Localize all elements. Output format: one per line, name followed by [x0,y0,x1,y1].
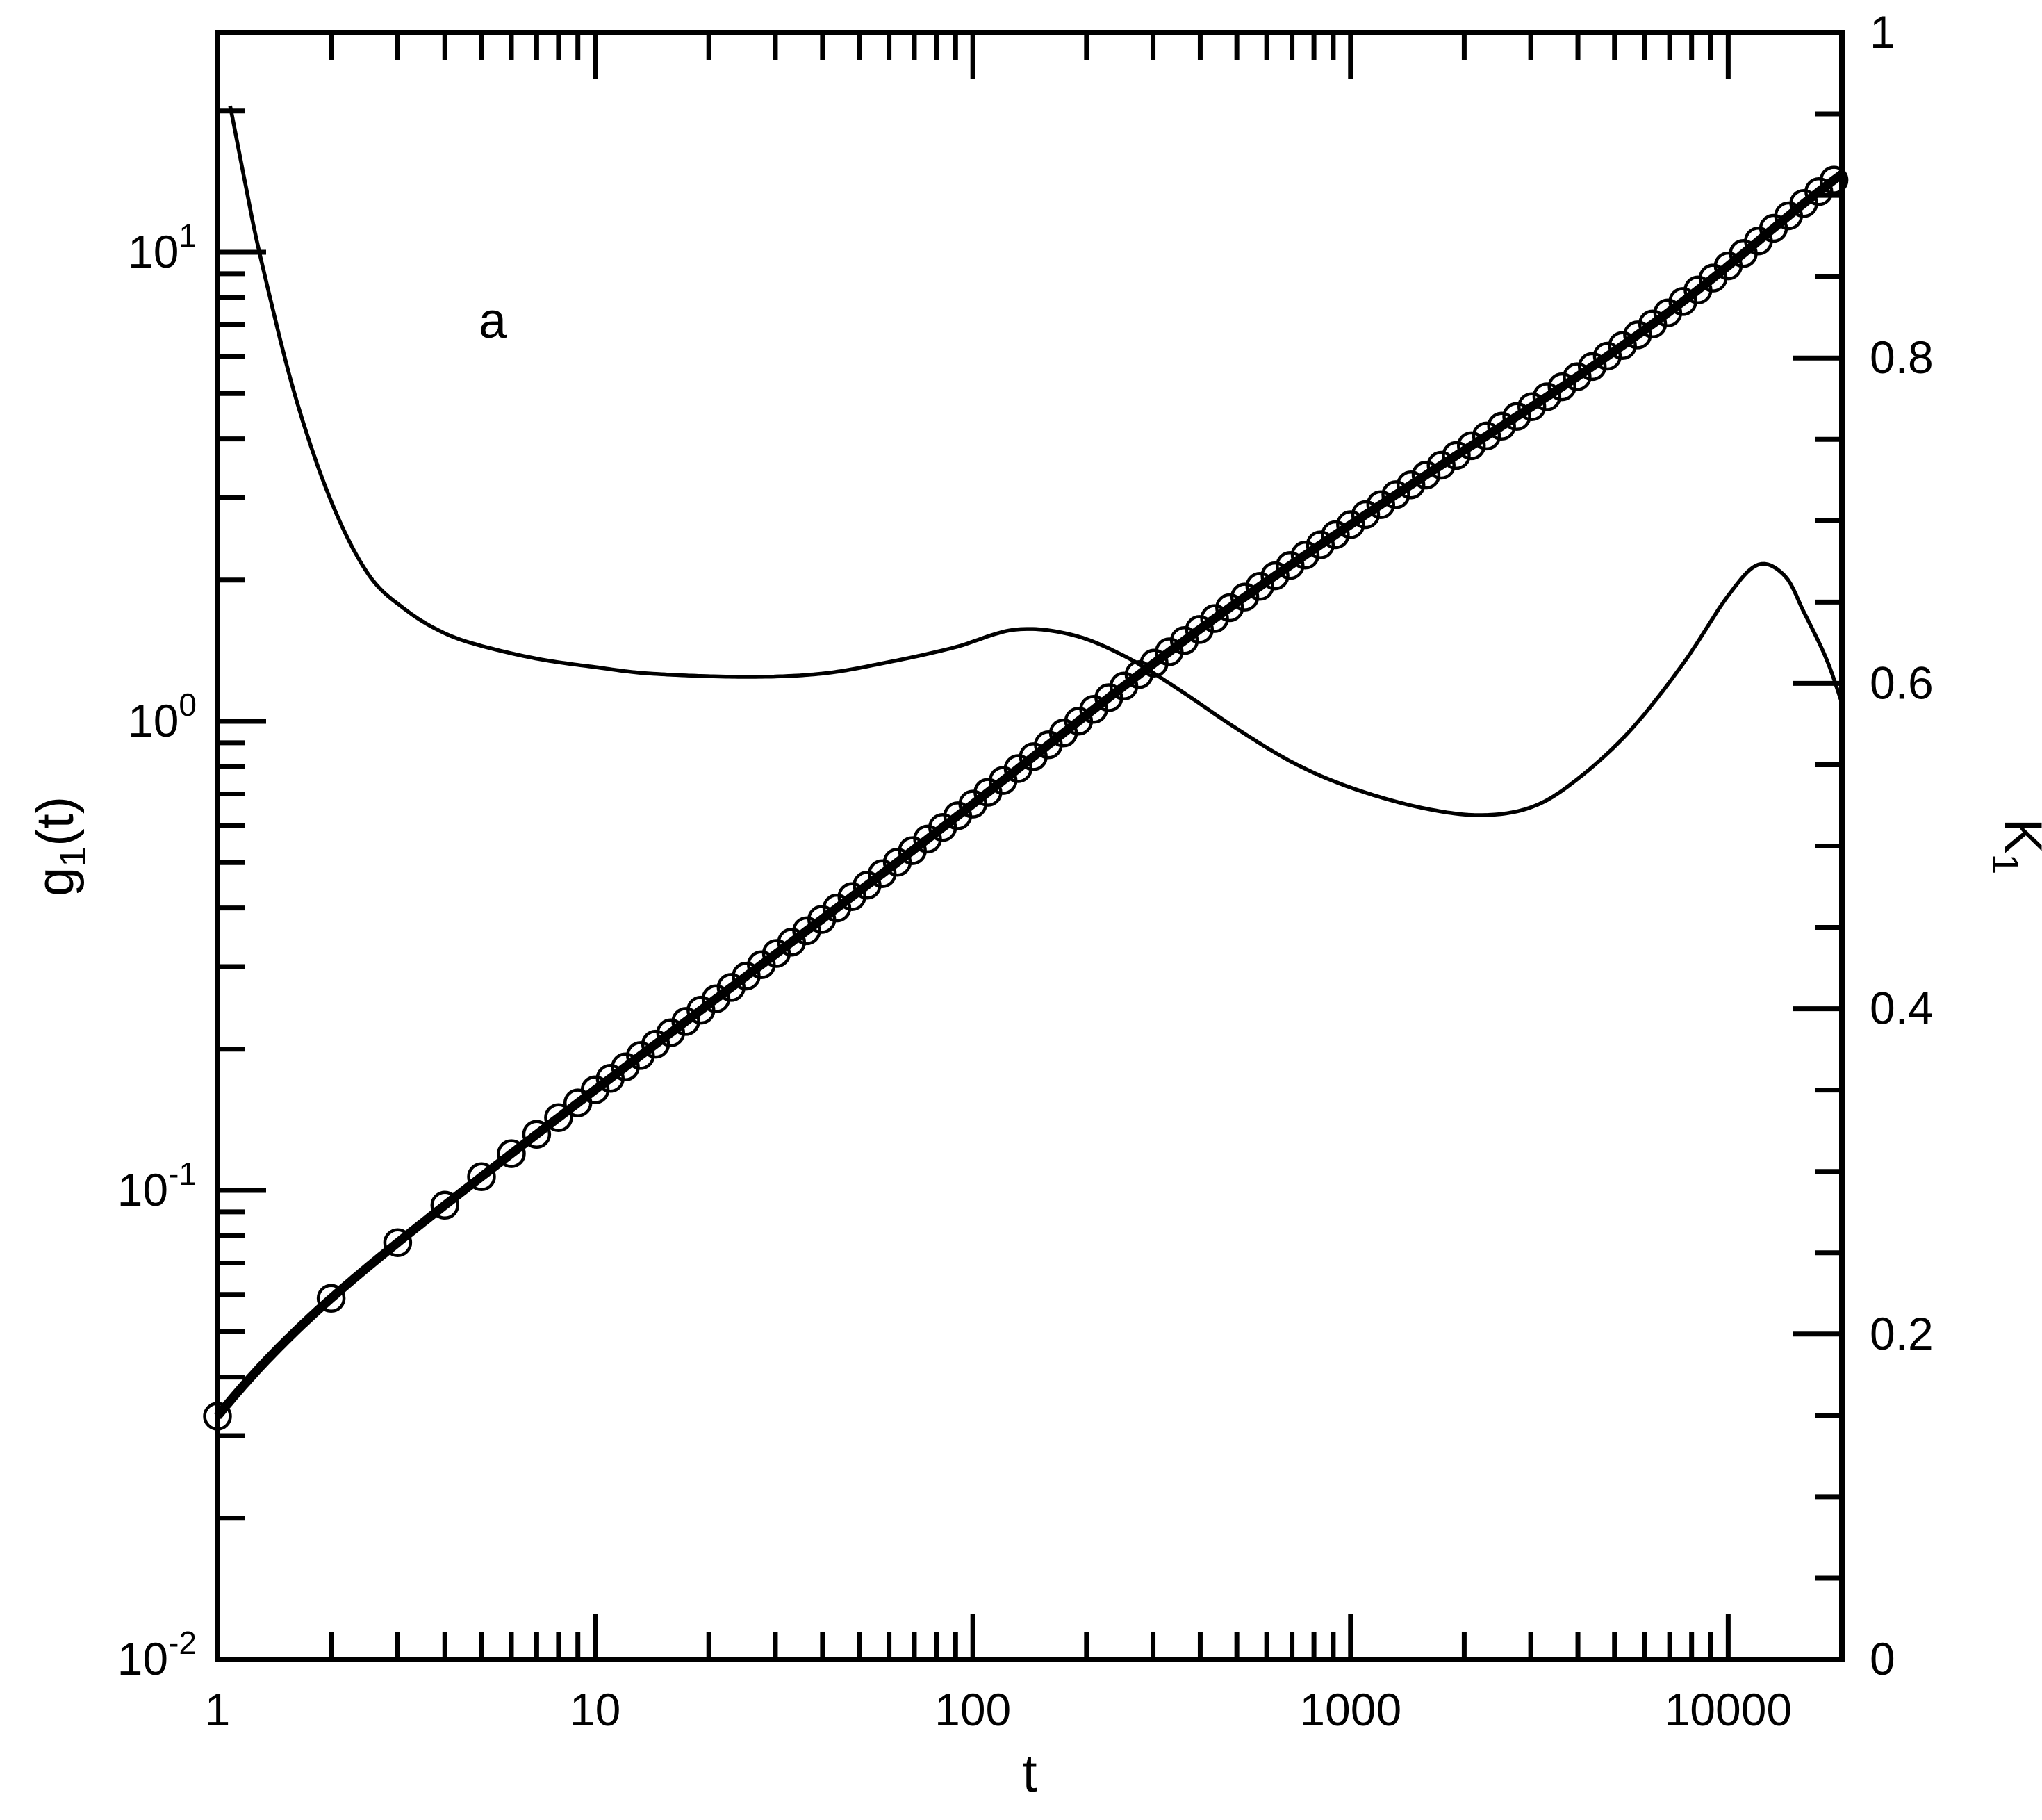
g1-data-point [1563,362,1592,391]
g1-data-point [467,1162,496,1192]
x-tick-label: 1000 [1299,1684,1401,1735]
g1-data-point [1608,331,1637,361]
g1-data-point [1366,490,1396,519]
x-tick-label: 10 [570,1684,620,1735]
g1-data-point [1577,352,1607,382]
g1-data-point [1411,460,1441,490]
g1-data-markers [203,165,1849,1431]
g1-data-point [1592,341,1622,371]
g1-data-point [1169,626,1199,655]
g1-data-point [1396,470,1426,500]
g1-data-point [1381,480,1410,509]
data-curves [203,105,1849,1431]
axis-tick-labels: 1 10 100 1000 10000 10-2 10-1 100 101 0 0.2 0.4 0.6 0… [117,6,1934,1735]
g1-data-point [1547,372,1576,402]
g1-data-point [316,1284,346,1313]
x-tick-label: 100 [934,1684,1011,1735]
g1-data-point [1517,392,1547,421]
g1-data-point [1321,520,1350,550]
y-right-tick-label: 0.4 [1870,983,1934,1034]
x-tick-label: 10000 [1665,1684,1793,1735]
g1-data-point [522,1120,552,1149]
g1-data-point [1245,572,1275,601]
y-right-axis-title: K1 [1984,819,2042,875]
k1-exponent-curve [228,105,1844,817]
g1-data-point [1623,320,1652,350]
g1-data-point [497,1139,526,1168]
g1-data-point [1502,402,1531,432]
g1-data-point [1336,510,1365,539]
g1-data-point [430,1190,460,1220]
y-right-tick-label: 0.2 [1870,1308,1934,1359]
g1-data-point [1472,421,1501,451]
panel-label: a [479,293,507,349]
g1-data-point [1426,450,1456,480]
g1-data-point [383,1228,413,1257]
g1-data-point [203,1402,232,1431]
g1-data-point [1230,582,1260,612]
g1-data-point [544,1103,573,1132]
y-axis-titles: g1(t) K1 [26,796,2042,896]
g1-data-point [1200,604,1229,633]
g1-data-point [1532,382,1562,411]
y-left-tick-label: 10-1 [117,1156,197,1215]
plot-frame [215,30,1845,1662]
y-right-axis-title-group: K1 [1984,819,2042,875]
g1-data-point [1456,431,1486,461]
x-axis-title: t [1022,1744,1037,1803]
y-left-tick-label: 100 [128,687,197,746]
g1-theory-curve [213,170,1845,1420]
y-left-axis-title-group: g1(t) [26,796,94,896]
g1-data-point [1819,165,1849,195]
y-right-tick-label: 1 [1870,6,1895,58]
g1-data-point [1215,593,1244,623]
x-tick-label: 1 [205,1684,231,1735]
g1-data-point [1185,615,1215,644]
y-left-axis-title: g1(t) [26,796,94,896]
g1-data-point [1306,530,1335,559]
g1-data-point [1260,561,1290,591]
y-left-tick-label: 10-2 [117,1625,197,1684]
g1-data-point [1290,541,1320,570]
y-right-tick-label: 0.8 [1870,331,1934,383]
axis-ticks [215,30,1842,1662]
g1-data-point [1442,441,1471,470]
y-right-tick-label: 0 [1870,1633,1895,1684]
g1-data-point [1276,550,1305,580]
y-left-tick-label: 101 [128,218,197,277]
g1-data-point [1487,411,1516,441]
g1-data-point [1351,500,1381,530]
y-right-tick-label: 0.6 [1870,657,1934,708]
